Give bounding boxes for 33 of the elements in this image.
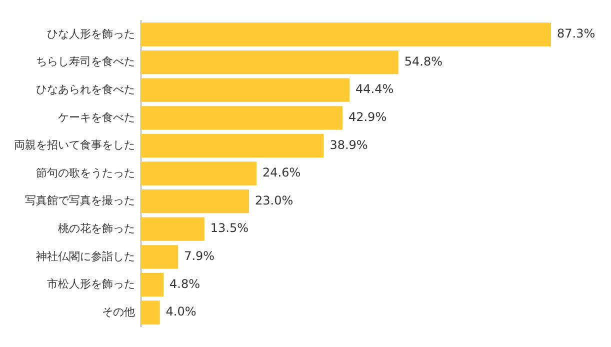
y-tick-label: ちらし寿司を食べた [36, 55, 135, 68]
data-label: 13.5% [210, 221, 249, 236]
bar [141, 22, 551, 46]
bar [141, 50, 398, 74]
bar [141, 189, 250, 214]
y-tick-label: 市松人形を飾った [47, 278, 135, 291]
bar [141, 272, 164, 297]
data-label: 7.9% [184, 249, 215, 264]
bar [141, 162, 257, 186]
y-tick-label: ひな人形を飾った [47, 27, 135, 40]
bar [141, 134, 324, 158]
y-tick-label: ひなあられを食べた [36, 82, 135, 96]
data-label: 24.6% [262, 166, 301, 180]
bar [141, 300, 160, 324]
y-tick-label: その他 [102, 305, 135, 318]
data-label: 42.9% [348, 110, 387, 124]
y-tick-label: 両親を招いて食事をした [14, 138, 135, 152]
bar [141, 106, 342, 130]
y-tick-label: ケーキを食べた [58, 110, 135, 124]
data-label: 87.3% [557, 26, 596, 41]
data-label: 38.9% [330, 138, 368, 152]
data-label: 23.0% [255, 193, 294, 208]
data-label: 54.8% [404, 54, 442, 68]
data-label: 44.4% [356, 82, 394, 96]
bar [141, 217, 204, 241]
y-tick-label: 節句の歌をうたった [36, 166, 135, 180]
y-tick-label: 神社仏閣に参詣した [36, 250, 135, 263]
bar [141, 78, 350, 102]
bar [141, 245, 178, 269]
y-tick-label: 写真館で写真を撮った [25, 194, 135, 208]
y-tick-label: 桃の花を飾った [58, 222, 135, 235]
data-label: 4.0% [166, 304, 196, 319]
data-label: 4.8% [170, 276, 200, 291]
